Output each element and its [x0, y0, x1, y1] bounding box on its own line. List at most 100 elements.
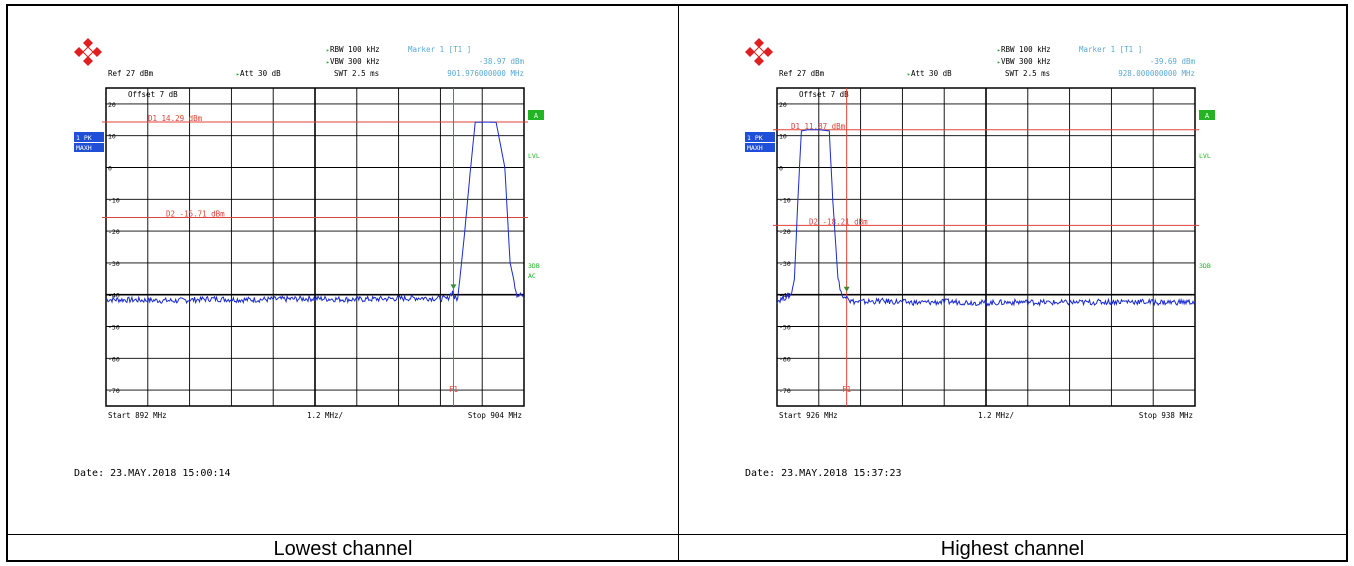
frequency-per-division: 1.2 MHz/ — [307, 411, 343, 420]
status-3db: 3DB — [528, 262, 540, 270]
y-tick-label: -40 — [108, 292, 120, 300]
y-tick-label: -60 — [779, 355, 791, 363]
y-tick-label: -10 — [779, 196, 791, 204]
y-tick-label: 0 — [779, 165, 783, 173]
stop-frequency: Stop 904 MHz — [468, 411, 522, 420]
logo-diamond — [92, 47, 102, 57]
rohde-schwarz-logo-icon — [745, 38, 773, 66]
marker-triangle — [843, 286, 850, 292]
trace-tag-1pk: 1 PK — [76, 134, 92, 142]
start-frequency: Start 926 MHz — [779, 411, 838, 420]
swt-readout: SWT 2.5 ms — [334, 69, 379, 78]
attenuation: Att 30 dB — [911, 69, 952, 78]
spectrum-trace — [105, 121, 525, 305]
swt-readout: SWT 2.5 ms — [1005, 69, 1050, 78]
trace-tag-1pk: 1 PK — [747, 134, 763, 142]
marker-level: -38.97 dBm — [479, 57, 525, 66]
rbw-bullet: ▸ — [326, 47, 330, 54]
status-a: A — [1205, 112, 1210, 120]
trace-mode-box — [745, 143, 775, 152]
d1-label: D1 11.87 dBm — [791, 122, 846, 131]
marker-level: -39.69 dBm — [1150, 57, 1196, 66]
status-lvl: LVL — [528, 152, 540, 160]
reference-level: Ref 27 dBm — [779, 69, 825, 78]
y-tick-label: -10 — [108, 196, 120, 204]
y-tick-label: -30 — [779, 260, 791, 268]
offset-label: Offset 7 dB — [799, 90, 849, 99]
status-a-box — [528, 110, 544, 120]
caption-highest-channel: Highest channel — [940, 538, 1085, 560]
logo-diamond — [754, 38, 764, 48]
y-tick-label: 10 — [779, 133, 787, 141]
logo-diamond — [83, 56, 93, 66]
figure-frame: ▸ RBW 100 kHz ▸ VBW 300 kHz SWT 2.5 ms Marker… — [6, 4, 1348, 562]
marker-frequency: 901.976000000 MHz — [447, 69, 524, 78]
att-bullet: ▸ — [236, 71, 240, 78]
spectrum-trace — [776, 129, 1196, 308]
trace-tag-box — [74, 132, 104, 142]
logo-diamond — [83, 38, 93, 48]
rbw-readout: RBW 100 kHz — [1001, 45, 1051, 54]
y-tick-label: -30 — [108, 260, 120, 268]
caption-lowest-channel: Lowest channel — [273, 538, 413, 560]
frequency-per-division: 1.2 MHz/ — [978, 411, 1014, 420]
trace-mode-box — [74, 143, 104, 152]
logo-center — [753, 46, 765, 58]
caption-divider — [8, 534, 1346, 535]
trace-mode-maxh: MAXH — [76, 144, 92, 152]
d1-label: D1 14.29 dBm — [148, 114, 203, 123]
attenuation: Att 30 dB — [240, 69, 281, 78]
logo-diamond — [745, 47, 755, 57]
vbw-bullet: ▸ — [997, 59, 1001, 66]
y-tick-label: -40 — [779, 292, 791, 300]
logo-center — [82, 46, 94, 58]
y-tick-label: -50 — [779, 324, 791, 332]
spectrum-screenshot-highest: ▸ RBW 100 kHz ▸ VBW 300 kHz SWT 2.5 ms Marker… — [679, 6, 1349, 534]
d2-label: D2 -18.21 dBm — [809, 217, 868, 226]
f1-label: F1 — [842, 385, 851, 394]
reference-level: Ref 27 dBm — [108, 69, 154, 78]
y-tick-label: -70 — [779, 387, 791, 395]
offset-label: Offset 7 dB — [128, 90, 178, 99]
status-a-box — [1199, 110, 1215, 120]
date-stamp: Date: 23.MAY.2018 15:37:23 — [745, 468, 902, 479]
date-stamp: Date: 23.MAY.2018 15:00:14 — [74, 468, 231, 479]
column-divider — [678, 6, 679, 560]
y-tick-label: 20 — [108, 101, 116, 109]
marker-title: Marker 1 [T1 ] — [408, 45, 471, 54]
trace-tag-box — [745, 132, 775, 142]
logo-diamond — [754, 56, 764, 66]
marker-frequency: 928.000000000 MHz — [1118, 69, 1195, 78]
f1-label: F1 — [449, 385, 458, 394]
y-tick-label: -50 — [108, 324, 120, 332]
y-tick-label: 20 — [779, 101, 787, 109]
rbw-readout: RBW 100 kHz — [330, 45, 380, 54]
y-tick-label: -70 — [108, 387, 120, 395]
vbw-bullet: ▸ — [326, 59, 330, 66]
status-lvl: LVL — [1199, 152, 1211, 160]
logo-diamond — [74, 47, 84, 57]
vbw-readout: VBW 300 kHz — [330, 57, 380, 66]
spectrum-screenshot-lowest: ▸ RBW 100 kHz ▸ VBW 300 kHz SWT 2.5 ms Marker… — [8, 6, 678, 534]
rohde-schwarz-logo-icon — [74, 38, 102, 66]
rbw-bullet: ▸ — [997, 47, 1001, 54]
marker-triangle — [450, 284, 457, 290]
trace-mode-maxh: MAXH — [747, 144, 763, 152]
d2-label: D2 -15.71 dBm — [166, 209, 225, 218]
marker-title: Marker 1 [T1 ] — [1079, 45, 1142, 54]
status-3db: 3DB — [1199, 262, 1211, 270]
vbw-readout: VBW 300 kHz — [1001, 57, 1051, 66]
y-tick-label: -60 — [108, 355, 120, 363]
att-bullet: ▸ — [907, 71, 911, 78]
stop-frequency: Stop 938 MHz — [1139, 411, 1193, 420]
y-tick-label: -20 — [108, 228, 120, 236]
y-tick-label: 10 — [108, 133, 116, 141]
start-frequency: Start 892 MHz — [108, 411, 167, 420]
status-ac: AC — [528, 272, 536, 280]
logo-diamond — [763, 47, 773, 57]
y-tick-label: 0 — [108, 165, 112, 173]
y-tick-label: -20 — [779, 228, 791, 236]
status-a: A — [534, 112, 539, 120]
